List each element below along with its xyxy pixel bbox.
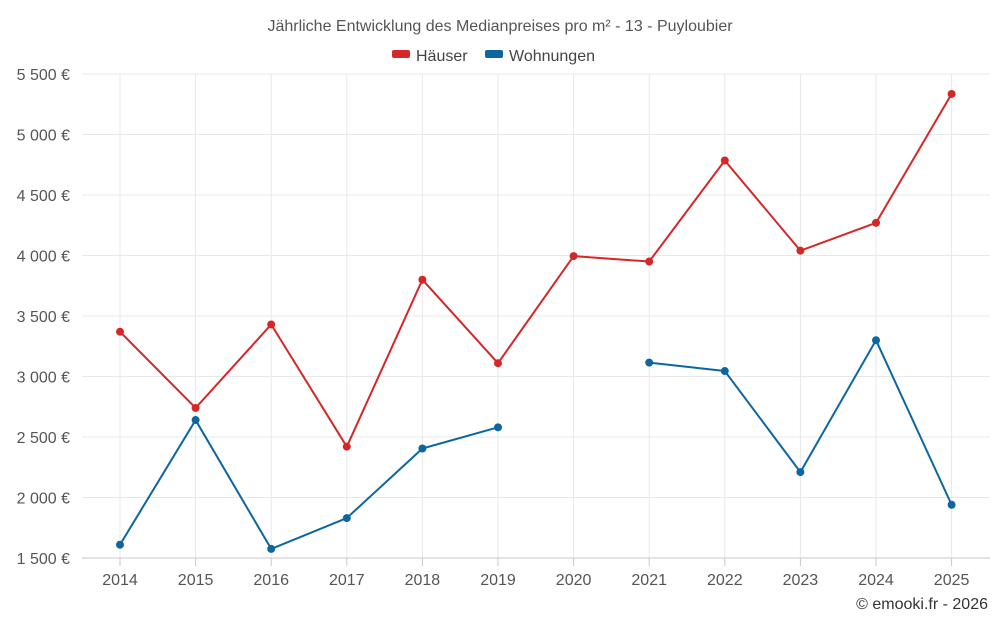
y-tick-label: 5 000 €	[17, 128, 70, 145]
data-point-houses[interactable]	[494, 359, 502, 367]
legend-label-houses: Häuser	[416, 48, 468, 65]
y-tick-label: 4 500 €	[17, 188, 70, 205]
data-point-apartments[interactable]	[192, 416, 200, 424]
x-tick-label: 2016	[253, 572, 289, 589]
y-tick-label: 1 500 €	[17, 551, 70, 568]
data-point-houses[interactable]	[116, 328, 124, 336]
series-houses	[116, 90, 956, 451]
series	[116, 90, 956, 553]
data-point-houses[interactable]	[192, 404, 200, 412]
data-point-houses[interactable]	[267, 320, 275, 328]
legend-label-apartments: Wohnungen	[509, 48, 595, 65]
x-tick-label: 2020	[556, 572, 592, 589]
data-point-apartments[interactable]	[418, 444, 426, 452]
series-apartments	[116, 336, 956, 553]
legend-item-houses[interactable]: Häuser	[392, 48, 468, 65]
x-tick-label: 2022	[707, 572, 743, 589]
data-point-houses[interactable]	[343, 443, 351, 451]
chart-title: Jährliche Entwicklung des Medianpreises …	[267, 18, 733, 35]
y-tick-label: 2 500 €	[17, 430, 70, 447]
grid	[82, 74, 990, 558]
legend: Häuser Wohnungen	[392, 48, 595, 65]
y-tick-label: 3 500 €	[17, 309, 70, 326]
legend-swatch-apartments	[485, 50, 503, 58]
data-point-apartments[interactable]	[872, 336, 880, 344]
x-tick-label: 2021	[631, 572, 667, 589]
y-tick-label: 5 500 €	[17, 67, 70, 84]
axes: 1 500 € 2 000 € 2 500 € 3 000 € 3 500 € 4 000…	[17, 67, 990, 589]
legend-item-apartments[interactable]: Wohnungen	[485, 48, 595, 65]
y-tick-label: 4 000 €	[17, 249, 70, 266]
legend-swatch-houses	[392, 50, 410, 58]
x-tick-label: 2019	[480, 572, 516, 589]
data-point-apartments[interactable]	[721, 367, 729, 375]
data-point-houses[interactable]	[570, 252, 578, 260]
data-point-apartments[interactable]	[267, 545, 275, 553]
data-point-apartments[interactable]	[494, 423, 502, 431]
x-tick-label: 2018	[405, 572, 441, 589]
data-point-apartments[interactable]	[796, 468, 804, 476]
x-tick-label: 2014	[102, 572, 138, 589]
data-point-apartments[interactable]	[116, 541, 124, 549]
y-tick-label: 3 000 €	[17, 370, 70, 387]
data-point-houses[interactable]	[872, 219, 880, 227]
data-point-houses[interactable]	[418, 276, 426, 284]
x-tick-label: 2024	[858, 572, 894, 589]
x-tick-label: 2023	[783, 572, 819, 589]
data-point-houses[interactable]	[645, 258, 653, 266]
data-point-houses[interactable]	[948, 90, 956, 98]
credit-text: © emooki.fr - 2026	[856, 596, 988, 613]
series-line-apartments	[120, 420, 498, 549]
data-point-houses[interactable]	[721, 157, 729, 165]
series-line-houses	[120, 94, 952, 447]
data-point-apartments[interactable]	[645, 359, 653, 367]
x-tick-label: 2015	[178, 572, 214, 589]
data-point-apartments[interactable]	[948, 501, 956, 509]
x-tick-label: 2017	[329, 572, 365, 589]
y-tick-label: 2 000 €	[17, 491, 70, 508]
x-tick-label: 2025	[934, 572, 970, 589]
data-point-houses[interactable]	[796, 247, 804, 255]
price-chart: Jährliche Entwicklung des Medianpreises …	[0, 0, 1000, 625]
data-point-apartments[interactable]	[343, 514, 351, 522]
